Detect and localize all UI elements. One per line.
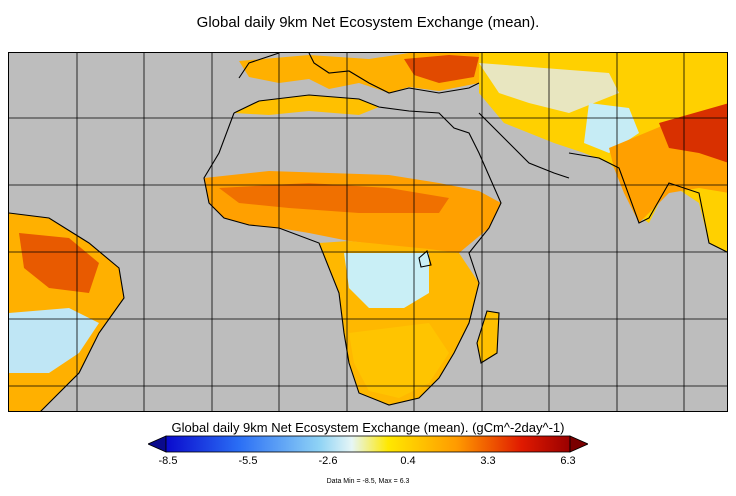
southern-africa-region	[349, 323, 449, 398]
data-range-text: Data Min = -8.5, Max = 6.3	[326, 478, 410, 485]
graticule	[9, 53, 727, 411]
amazon-hot-region	[19, 233, 99, 293]
congo-cyan-region	[344, 253, 429, 308]
coastlines	[9, 53, 727, 411]
map-title: Global daily 9km Net Ecosystem Exchange …	[196, 14, 540, 31]
map-panel	[8, 52, 728, 412]
colorbar-title: Global daily 9km Net Ecosystem Exchange …	[171, 420, 565, 435]
colorbar-max-arrow	[569, 435, 588, 453]
colorbar-tick-2: -5.5	[238, 455, 258, 467]
asia-cyan-patch	[584, 103, 639, 153]
colorbar-min-arrow	[148, 435, 167, 453]
colorbar-tick-1: -8.5	[158, 455, 178, 467]
colorbar	[148, 435, 588, 453]
colorbar-gradient	[165, 435, 571, 453]
colorbar-tick-5: 3.3	[480, 455, 496, 467]
colorbar-tick-6: 6.3	[560, 455, 576, 467]
colorbar-tick-4: 0.4	[400, 455, 416, 467]
brazil-cyan-region	[9, 308, 99, 373]
europe-hot-region	[404, 55, 479, 83]
madagascar-region	[477, 311, 499, 363]
sahel-hot-region	[219, 183, 449, 213]
map-svg	[9, 53, 727, 411]
colorbar-tick-3: -2.6	[318, 455, 338, 467]
